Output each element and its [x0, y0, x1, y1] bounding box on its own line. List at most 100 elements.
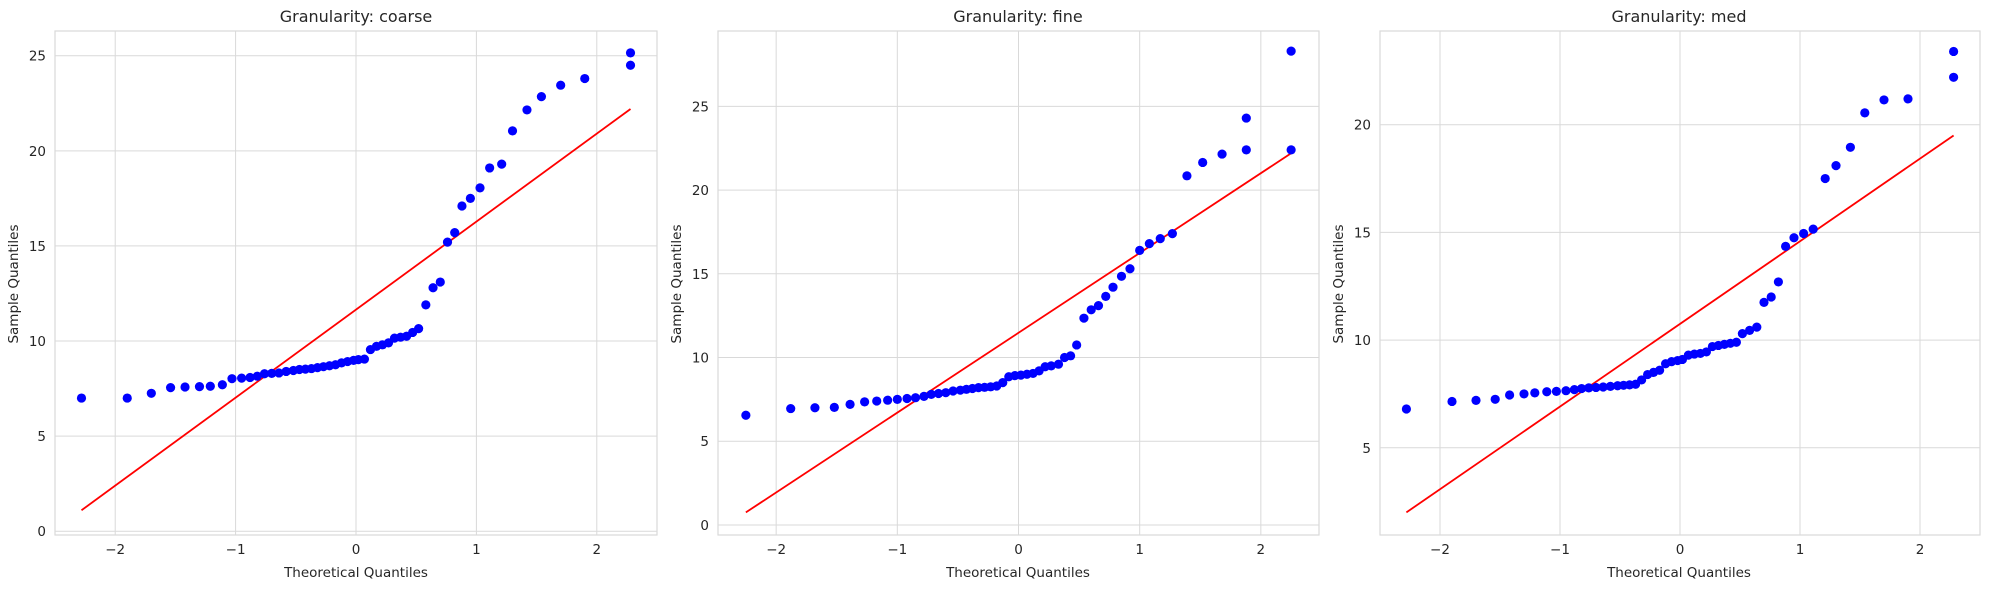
panel-coarse-data-point [556, 80, 566, 90]
panel-med-data-point [1766, 292, 1776, 302]
panel-coarse-data-point [274, 368, 284, 378]
panel-fine-reference-line [745, 152, 1292, 514]
panel-med-data-point [1820, 173, 1830, 184]
panel-fine-ytick-label: 20 [692, 183, 709, 199]
panel-med-data-point [1759, 297, 1769, 307]
panel-med-title: Granularity: med [1612, 7, 1747, 26]
panel-fine-data-point [1079, 313, 1089, 323]
panel-fine-data-point [892, 394, 902, 404]
panel-coarse: Granularity: coarse Theoretical Quantile… [6, 7, 658, 581]
panel-fine-data-point [948, 386, 958, 396]
panel-med-data-point [1605, 381, 1615, 391]
panel-coarse-title: Granularity: coarse [280, 7, 433, 26]
panel-med-ylabel: Sample Quantiles [1331, 224, 1347, 343]
panel-fine-ylabel: Sample Quantiles [669, 224, 685, 343]
panel-coarse-ytick-label: 15 [29, 239, 46, 255]
panel-coarse-data-point [450, 228, 460, 238]
panel-med-xtick-label: 2 [1916, 542, 1925, 558]
panel-coarse-data-point [227, 374, 237, 384]
panel-med-data-point [1903, 94, 1913, 104]
panel-med-reference-line [1405, 134, 1955, 514]
panel-med-data-point [1577, 383, 1587, 394]
panel-med-data-point [1737, 329, 1747, 339]
panel-fine-data-point [883, 395, 893, 405]
panel-coarse-data-point [625, 60, 636, 70]
panel-fine-xtick-label: 1 [1135, 542, 1144, 558]
panel-coarse-data-point [421, 300, 431, 310]
panel-coarse-data-point [435, 277, 445, 287]
panel-med-data-point [1401, 404, 1411, 414]
panel-coarse-ytick-label: 0 [37, 524, 46, 540]
panel-fine-data-point [829, 402, 839, 413]
panel-fine-data-point [1072, 340, 1082, 350]
panel-fine-xtick-label: 2 [1257, 542, 1266, 558]
panel-med-xtick-label: −1 [1550, 542, 1570, 558]
panel-med-data-point [1831, 161, 1841, 171]
panel-med-data-point [1731, 337, 1741, 347]
panel-med-data-point [1584, 383, 1594, 393]
panel-coarse-data-point [497, 159, 507, 169]
panel-med-xtick-label: −2 [1430, 542, 1450, 558]
panel-coarse-data-point [522, 105, 532, 115]
panel-med-frame [1379, 30, 1981, 536]
panel-med-ytick-label: 15 [1354, 225, 1371, 241]
panel-fine-data-point [810, 403, 820, 413]
panel-coarse-data-point [625, 48, 636, 58]
panel-med-data-point [1598, 382, 1608, 392]
panel-fine-data-point [1144, 239, 1154, 249]
panel-fine-data-point [786, 403, 796, 414]
panel-fine-data-point [910, 393, 921, 403]
panel-coarse-data-point [507, 126, 518, 136]
panel-fine-data-point [1116, 271, 1127, 281]
panel-med-data-point [1773, 277, 1783, 287]
panel-fine-title: Granularity: fine [953, 7, 1082, 26]
panel-med-data-point [1655, 365, 1665, 375]
panel-fine-data-point [1093, 301, 1104, 311]
panel-fine-data-point [1286, 46, 1296, 56]
panel-coarse-data-point [536, 92, 547, 102]
panel-coarse-xtick-label: 2 [593, 542, 602, 558]
panel-coarse-xlabel: Theoretical Quantiles [283, 565, 428, 581]
panel-med-data-point [1845, 142, 1855, 152]
panel-coarse-data-point [165, 383, 176, 393]
panel-coarse-data-point [442, 237, 453, 247]
panel-coarse-xtick-label: 0 [352, 542, 361, 558]
panel-coarse-data-point [580, 73, 590, 84]
panel-fine-data-point [1125, 264, 1135, 274]
panel-coarse-data-point [475, 183, 485, 193]
panel-fine-data-point [1198, 157, 1208, 168]
panel-fine-data-point [1101, 291, 1111, 301]
panel-coarse-data-point [259, 369, 270, 379]
panel-fine-xlabel: Theoretical Quantiles [945, 565, 1090, 581]
panel-fine-data-point [1182, 171, 1192, 181]
panel-fine-data-point [1135, 245, 1145, 255]
panel-fine-xtick-label: −2 [766, 542, 786, 558]
panel-med-data-point [1752, 322, 1762, 332]
panel-med-data-point [1530, 388, 1540, 398]
panel-fine-ytick-label: 10 [692, 351, 709, 367]
panel-med-data-point [1879, 95, 1889, 105]
panel-fine-data-point [933, 388, 944, 399]
panel-coarse-xtick-label: 1 [472, 542, 481, 558]
panel-med: Granularity: med Theoretical Quantiles S… [1331, 7, 1981, 581]
panel-coarse-ytick-label: 25 [29, 49, 46, 65]
panel-med-ytick-label: 5 [1362, 441, 1371, 457]
panel-coarse-data-point [217, 380, 227, 390]
panel-coarse-reference-line [80, 108, 632, 512]
panel-coarse-data-point [252, 371, 262, 381]
panel-fine-data-point [1217, 149, 1227, 159]
panel-coarse-ytick-label: 20 [29, 144, 46, 160]
panel-med-xtick-label: 0 [1676, 542, 1685, 558]
panel-coarse-data-point [237, 373, 247, 383]
panel-coarse-data-point [465, 193, 475, 203]
panel-coarse-data-point [76, 393, 87, 403]
panel-med-data-point [1949, 46, 1959, 57]
panel-fine-data-point [1086, 305, 1096, 315]
panel-med-data-point [1591, 382, 1601, 393]
panel-med-data-point [1701, 347, 1711, 357]
panel-fine-data-point [1286, 145, 1296, 155]
panel-coarse-ylabel: Sample Quantiles [6, 224, 22, 343]
